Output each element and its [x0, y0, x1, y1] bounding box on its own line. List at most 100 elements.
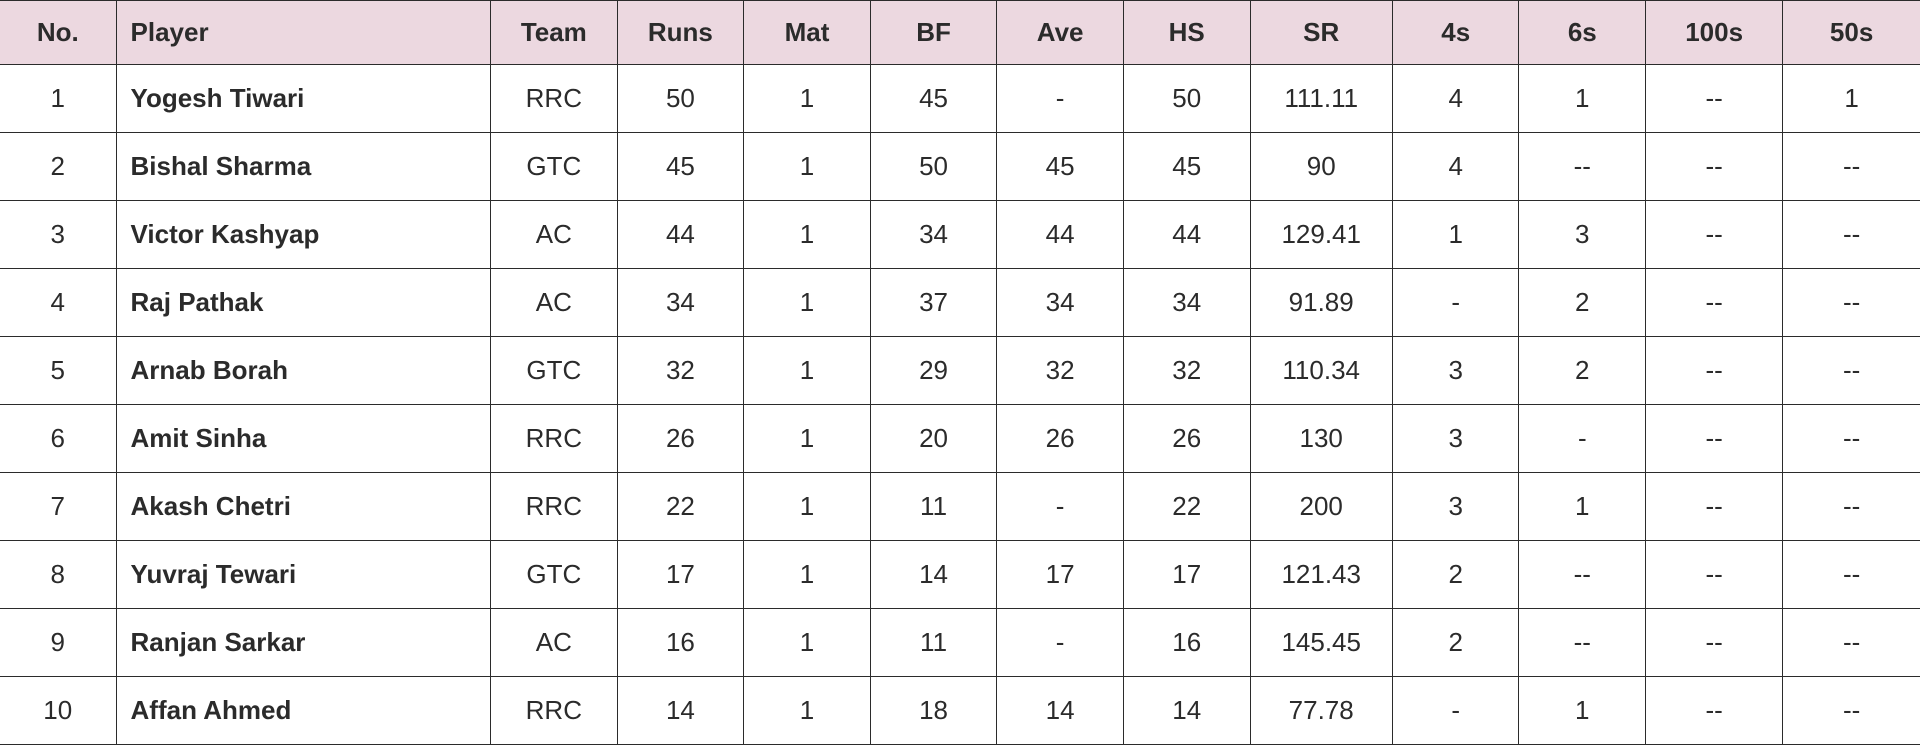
cell-player: Victor Kashyap [116, 201, 491, 269]
cell-bf: 20 [870, 405, 997, 473]
cell-mat: 1 [744, 133, 871, 201]
cell-team: RRC [491, 405, 618, 473]
cell-no: 10 [0, 677, 116, 745]
cell-bf: 29 [870, 337, 997, 405]
cell-sr: 77.78 [1250, 677, 1392, 745]
cell-sr: 91.89 [1250, 269, 1392, 337]
cell-sr: 110.34 [1250, 337, 1392, 405]
cell-ave: 26 [997, 405, 1124, 473]
col-header-bf: BF [870, 1, 997, 65]
cell-fifties: -- [1783, 201, 1920, 269]
cell-sixes: 2 [1519, 337, 1646, 405]
cell-no: 4 [0, 269, 116, 337]
cell-sixes: - [1519, 405, 1646, 473]
cell-player: Ranjan Sarkar [116, 609, 491, 677]
cell-hs: 45 [1123, 133, 1250, 201]
col-header-hs: HS [1123, 1, 1250, 65]
cell-team: RRC [491, 677, 618, 745]
table-row: 5Arnab BorahGTC321293232110.3432---- [0, 337, 1920, 405]
cell-player: Amit Sinha [116, 405, 491, 473]
table-row: 2Bishal SharmaGTC451504545904------ [0, 133, 1920, 201]
cell-sr: 111.11 [1250, 65, 1392, 133]
cell-sr: 130 [1250, 405, 1392, 473]
cell-hs: 34 [1123, 269, 1250, 337]
cell-ave: - [997, 473, 1124, 541]
table-row: 9Ranjan SarkarAC16111-16145.452------ [0, 609, 1920, 677]
col-header-50s: 50s [1783, 1, 1920, 65]
cell-ave: - [997, 609, 1124, 677]
cell-fifties: -- [1783, 337, 1920, 405]
cell-fours: 4 [1392, 65, 1519, 133]
cell-fifties: -- [1783, 405, 1920, 473]
cell-hs: 44 [1123, 201, 1250, 269]
cell-runs: 32 [617, 337, 744, 405]
table-row: 8Yuvraj TewariGTC171141717121.432------ [0, 541, 1920, 609]
cell-sixes: -- [1519, 609, 1646, 677]
cell-hundreds: -- [1646, 609, 1783, 677]
cell-sixes: 1 [1519, 473, 1646, 541]
cell-team: GTC [491, 133, 618, 201]
cell-bf: 18 [870, 677, 997, 745]
col-header-player: Player [116, 1, 491, 65]
cell-runs: 26 [617, 405, 744, 473]
cell-fifties: -- [1783, 677, 1920, 745]
col-header-6s: 6s [1519, 1, 1646, 65]
cell-ave: 32 [997, 337, 1124, 405]
cell-fours: 3 [1392, 405, 1519, 473]
cell-fours: 2 [1392, 609, 1519, 677]
cell-hundreds: -- [1646, 677, 1783, 745]
cell-team: RRC [491, 65, 618, 133]
cell-hundreds: -- [1646, 133, 1783, 201]
cell-mat: 1 [744, 609, 871, 677]
col-header-mat: Mat [744, 1, 871, 65]
cell-sixes: 1 [1519, 65, 1646, 133]
cell-mat: 1 [744, 541, 871, 609]
cell-hs: 16 [1123, 609, 1250, 677]
cell-fours: 4 [1392, 133, 1519, 201]
cell-no: 8 [0, 541, 116, 609]
cell-hs: 26 [1123, 405, 1250, 473]
cell-team: GTC [491, 541, 618, 609]
cell-mat: 1 [744, 337, 871, 405]
cell-bf: 45 [870, 65, 997, 133]
cell-runs: 22 [617, 473, 744, 541]
cell-bf: 34 [870, 201, 997, 269]
cell-fours: - [1392, 269, 1519, 337]
cell-player: Raj Pathak [116, 269, 491, 337]
table-row: 7Akash ChetriRRC22111-2220031---- [0, 473, 1920, 541]
cell-runs: 16 [617, 609, 744, 677]
cell-team: AC [491, 269, 618, 337]
cell-sixes: -- [1519, 133, 1646, 201]
cell-hundreds: -- [1646, 201, 1783, 269]
cell-sixes: -- [1519, 541, 1646, 609]
cell-player: Akash Chetri [116, 473, 491, 541]
cell-runs: 34 [617, 269, 744, 337]
cell-ave: 45 [997, 133, 1124, 201]
cell-player: Arnab Borah [116, 337, 491, 405]
cell-runs: 45 [617, 133, 744, 201]
cell-hundreds: -- [1646, 269, 1783, 337]
cell-mat: 1 [744, 677, 871, 745]
cell-no: 3 [0, 201, 116, 269]
cell-ave: 34 [997, 269, 1124, 337]
cell-no: 7 [0, 473, 116, 541]
col-header-100s: 100s [1646, 1, 1783, 65]
col-header-ave: Ave [997, 1, 1124, 65]
cell-fours: 3 [1392, 473, 1519, 541]
cell-no: 5 [0, 337, 116, 405]
cell-fifties: -- [1783, 269, 1920, 337]
cell-no: 9 [0, 609, 116, 677]
cell-no: 1 [0, 65, 116, 133]
cell-player: Yogesh Tiwari [116, 65, 491, 133]
cell-mat: 1 [744, 473, 871, 541]
cell-fifties: -- [1783, 541, 1920, 609]
cell-ave: 17 [997, 541, 1124, 609]
cell-hs: 32 [1123, 337, 1250, 405]
cell-runs: 44 [617, 201, 744, 269]
cell-fifties: -- [1783, 473, 1920, 541]
table-body: 1Yogesh TiwariRRC50145-50111.1141--12Bis… [0, 65, 1920, 745]
cell-no: 2 [0, 133, 116, 201]
cell-hs: 14 [1123, 677, 1250, 745]
cell-fours: 2 [1392, 541, 1519, 609]
cell-fours: 3 [1392, 337, 1519, 405]
